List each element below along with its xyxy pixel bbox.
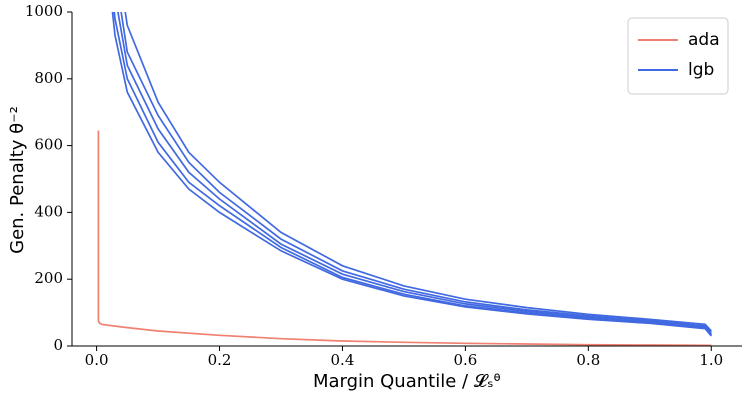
x-tick-label: 0.6 xyxy=(453,351,477,369)
y-tick-label: 600 xyxy=(34,136,63,154)
y-axis-label: Gen. Penalty θ⁻² xyxy=(7,106,28,254)
series-line xyxy=(97,130,712,346)
series-line xyxy=(113,12,712,336)
legend-label: lgb xyxy=(688,60,714,80)
plot-area xyxy=(97,12,712,346)
x-tick-label: 0.2 xyxy=(208,351,232,369)
x-tick-label: 0.4 xyxy=(331,351,355,369)
y-tick-label: 0 xyxy=(53,336,63,354)
legend-box xyxy=(627,17,729,95)
y-tick-label: 800 xyxy=(34,69,63,87)
x-tick-label: 0.8 xyxy=(576,351,600,369)
series-line xyxy=(111,12,712,337)
legend-label: ada xyxy=(688,30,720,50)
x-tick-label: 1.0 xyxy=(699,351,723,369)
series-line xyxy=(117,12,712,335)
y-tick-label: 1000 xyxy=(25,2,63,20)
series-line xyxy=(124,12,712,332)
y-tick-label: 400 xyxy=(34,202,63,220)
x-axis-label: Margin Quantile / 𝓛ₛᶿ xyxy=(313,371,501,392)
y-tick-label: 200 xyxy=(34,269,63,287)
x-tick-label: 0.0 xyxy=(85,351,109,369)
series-line xyxy=(120,12,712,334)
